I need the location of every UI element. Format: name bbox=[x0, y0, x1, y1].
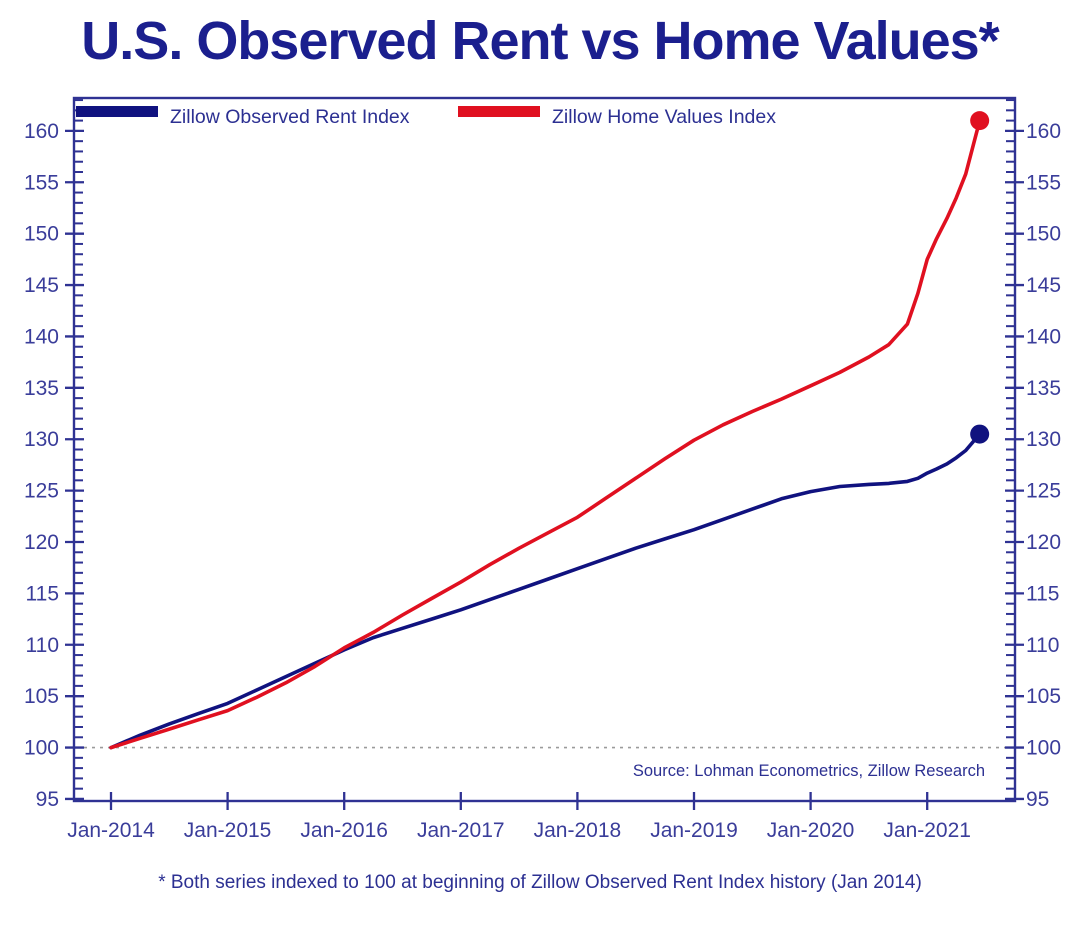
y-tick-label-right: 100 bbox=[1026, 737, 1061, 760]
series-end-dot-rent-index bbox=[970, 424, 990, 444]
footnote: * Both series indexed to 100 at beginnin… bbox=[158, 872, 922, 893]
y-tick-label-right: 145 bbox=[1026, 274, 1061, 297]
x-tick-label: Jan-2014 bbox=[67, 819, 155, 842]
y-tick-label-left: 130 bbox=[24, 428, 59, 451]
y-tick-label-right: 135 bbox=[1026, 377, 1061, 400]
series-line-rent-index bbox=[109, 432, 982, 750]
y-tick-label-right: 95 bbox=[1026, 788, 1049, 811]
y-tick-label-left: 150 bbox=[24, 223, 59, 246]
y-tick-label-left: 100 bbox=[24, 737, 59, 760]
x-tick-label: Jan-2018 bbox=[534, 819, 622, 842]
plot-border bbox=[72, 96, 1017, 803]
y-tick-label-right: 160 bbox=[1026, 120, 1061, 143]
y-tick-label-right: 110 bbox=[1026, 634, 1059, 657]
y-tick-label-left: 155 bbox=[24, 171, 59, 194]
legend-swatch-rent-index bbox=[76, 106, 158, 117]
y-tick-label-left: 125 bbox=[24, 480, 59, 503]
y-tick-label-left: 135 bbox=[24, 377, 59, 400]
y-tick-label-right: 155 bbox=[1026, 171, 1061, 194]
x-tick-label: Jan-2021 bbox=[883, 819, 971, 842]
y-tick-label-right: 120 bbox=[1026, 531, 1061, 554]
x-tick-label: Jan-2020 bbox=[767, 819, 855, 842]
y-tick-label-right: 125 bbox=[1026, 480, 1061, 503]
legend: Zillow Observed Rent Index Zillow Home V… bbox=[76, 106, 776, 128]
source-note: Source: Lohman Econometrics, Zillow Rese… bbox=[633, 762, 985, 780]
y-tick-label-left: 110 bbox=[26, 634, 59, 657]
y-tick-label-right: 115 bbox=[1026, 582, 1059, 605]
legend-swatch-home-values-index bbox=[458, 106, 540, 117]
y-tick-label-right: 130 bbox=[1026, 428, 1061, 451]
series-end-dot-home-values-index bbox=[970, 111, 990, 131]
chart-title: U.S. Observed Rent vs Home Values* bbox=[81, 11, 999, 71]
y-tick-label-left: 115 bbox=[26, 582, 59, 605]
y-tick-label-right: 140 bbox=[1026, 325, 1061, 348]
y-tick-label-left: 120 bbox=[24, 531, 59, 554]
y-tick-label-left: 145 bbox=[24, 274, 59, 297]
y-tick-label-left: 95 bbox=[36, 788, 59, 811]
y-tick-label-left: 160 bbox=[24, 120, 59, 143]
plot-area: 95 95 100 100 105 105 110 110 115 115 120 120 125 125… bbox=[24, 99, 1061, 842]
y-tick-label-right: 150 bbox=[1026, 223, 1061, 246]
x-tick-label: Jan-2015 bbox=[184, 819, 272, 842]
x-tick-label: Jan-2017 bbox=[417, 819, 505, 842]
y-tick-label-right: 105 bbox=[1026, 685, 1061, 708]
x-tick-label: Jan-2019 bbox=[650, 819, 738, 842]
legend-label-rent-index: Zillow Observed Rent Index bbox=[170, 106, 410, 128]
legend-label-home-values-index: Zillow Home Values Index bbox=[552, 106, 776, 128]
y-tick-label-left: 105 bbox=[24, 685, 59, 708]
series-line-home-values-index bbox=[109, 118, 982, 750]
x-tick-label: Jan-2016 bbox=[300, 819, 388, 842]
y-tick-label-left: 140 bbox=[24, 325, 59, 348]
